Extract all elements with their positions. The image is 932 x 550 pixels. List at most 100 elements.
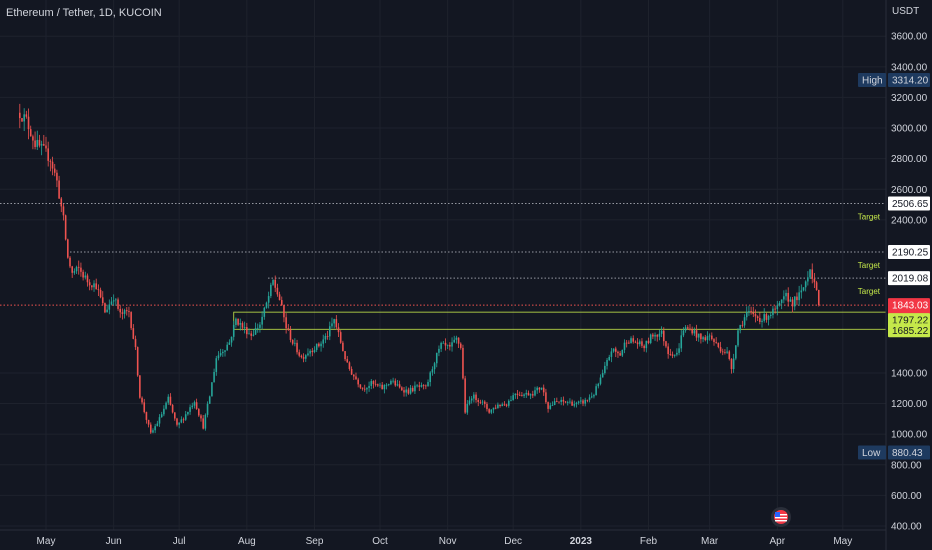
candle-body xyxy=(38,139,41,146)
low-tag-text: Low xyxy=(862,448,881,459)
candle-body xyxy=(363,388,366,390)
candle-body xyxy=(390,380,392,385)
candle-body xyxy=(261,316,263,325)
candle-body xyxy=(813,278,816,283)
candle-body xyxy=(523,394,525,396)
candle-body xyxy=(538,387,541,390)
candle-body xyxy=(442,342,445,344)
candle-body xyxy=(108,304,111,310)
candle-body xyxy=(507,400,510,406)
candle-body xyxy=(381,384,383,390)
level-1685-tag: 1685.22 xyxy=(888,323,930,338)
high-tag-bg xyxy=(858,72,886,87)
candle-body xyxy=(735,345,737,359)
candle-body xyxy=(673,354,676,356)
candle-body xyxy=(200,415,202,419)
candle-body xyxy=(407,389,410,394)
x-tick-label: Aug xyxy=(238,536,256,547)
y-tick-label: 3600.00 xyxy=(891,32,928,43)
level-2506-tag: 2506.65 xyxy=(888,196,930,211)
candle-body xyxy=(158,417,161,424)
candle-body xyxy=(19,112,21,119)
candle-body xyxy=(23,114,25,122)
candle-body xyxy=(414,385,416,392)
candle-body xyxy=(156,423,159,427)
grid-lines xyxy=(0,0,886,530)
candle-body xyxy=(804,281,807,288)
candle-body xyxy=(58,180,60,199)
y-tick-label: 3400.00 xyxy=(891,62,928,73)
candle-body xyxy=(385,384,388,386)
candle-body xyxy=(778,302,781,306)
price-labels: High 3314.20 Low 880.43 2506.65 2190.25 2019.0… xyxy=(858,72,931,460)
level-2019-tag: 2019.08 xyxy=(888,271,930,286)
candle-body xyxy=(695,330,698,338)
candle-body xyxy=(623,342,626,350)
candle-body xyxy=(604,365,606,374)
candle-body xyxy=(121,312,124,314)
high-tag: High xyxy=(858,72,886,87)
candle-body xyxy=(215,358,218,372)
candle-body xyxy=(71,266,73,273)
candle-body xyxy=(322,339,325,344)
currency-label: USDT xyxy=(892,6,919,17)
candle-body xyxy=(420,384,423,387)
candle-body xyxy=(601,373,604,378)
candle-body xyxy=(630,338,632,344)
level-1685-tag-text: 1685.22 xyxy=(892,326,929,337)
candle-body xyxy=(73,271,76,273)
candle-body xyxy=(708,335,711,337)
price-axis[interactable]: USDT 3600.00 3400.00 3200.00 3000.00 2800.00 2… xyxy=(885,0,928,550)
candle-body xyxy=(750,311,752,313)
candle-body xyxy=(25,114,28,117)
candle-body xyxy=(335,319,338,328)
candle-body xyxy=(287,328,290,330)
candle-body xyxy=(374,383,377,385)
candle-body xyxy=(259,324,261,328)
candle-body xyxy=(246,327,248,335)
candle-body xyxy=(802,287,805,291)
candle-body xyxy=(91,285,93,288)
target-annotation: Target xyxy=(858,261,881,270)
candle-body xyxy=(119,308,122,313)
candle-body xyxy=(86,275,89,283)
candle-body xyxy=(748,311,750,313)
candle-body xyxy=(815,282,818,291)
candle-body xyxy=(656,334,659,337)
candle-body xyxy=(270,284,272,297)
candle-body xyxy=(532,394,534,396)
candle-body xyxy=(475,394,477,401)
candle-body xyxy=(40,144,43,146)
candle-body xyxy=(787,292,790,302)
candle-body xyxy=(379,384,381,386)
candle-body xyxy=(510,399,512,401)
candle-body xyxy=(540,387,543,390)
candle-body xyxy=(143,402,146,413)
time-axis[interactable]: May Jun Jul Aug Sep Oct Nov Dec 2023 Feb Mar Apr May xyxy=(0,529,886,547)
target-annotation: Target xyxy=(858,287,881,296)
candle-body xyxy=(553,401,556,405)
flag-icon[interactable] xyxy=(771,507,791,527)
candle-body xyxy=(370,381,373,386)
candle-body xyxy=(628,342,630,344)
candle-body xyxy=(562,399,565,402)
candle-body xyxy=(418,385,421,387)
candle-body xyxy=(479,401,482,403)
candle-body xyxy=(652,334,654,337)
candle-body xyxy=(584,399,587,404)
high-value-bg xyxy=(888,72,930,87)
candle-body xyxy=(737,330,739,346)
candle-body xyxy=(361,387,364,389)
candle-body xyxy=(149,424,152,433)
level-2506-tag-text: 2506.65 xyxy=(892,199,929,210)
candle-body xyxy=(296,342,298,353)
candle-body xyxy=(377,384,379,386)
candle-body xyxy=(558,401,560,403)
x-tick-label: Apr xyxy=(770,536,786,547)
candle-body xyxy=(796,296,798,301)
candle-body xyxy=(425,385,427,387)
candle-body xyxy=(250,333,253,336)
candle-body xyxy=(726,351,728,353)
candle-body xyxy=(49,160,52,162)
